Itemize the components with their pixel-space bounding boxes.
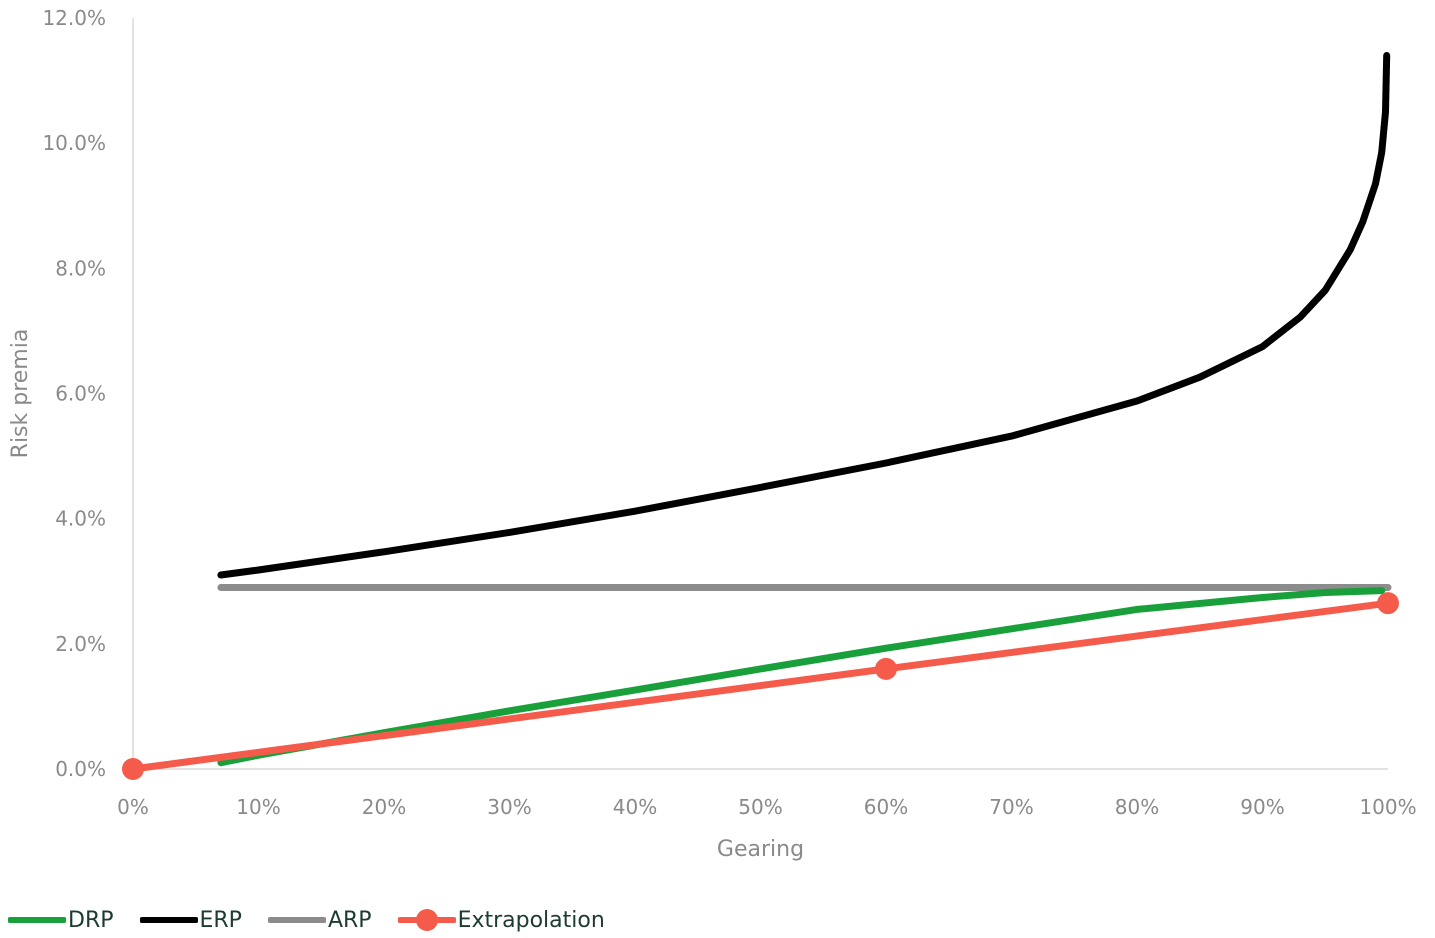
y-tick-label: 2.0% [55, 632, 106, 656]
legend-item-extrapolation: Extrapolation [397, 902, 605, 938]
y-tick-label: 12.0% [42, 6, 106, 30]
legend-swatch-arp [267, 917, 326, 923]
y-axis: 0.0% 2.0% 4.0% 6.0% 8.0% 10.0% 12.0% [42, 6, 134, 781]
legend-label-arp: ARP [327, 907, 372, 933]
y-tick-label: 0.0% [55, 757, 106, 781]
x-tick-label: 100% [1359, 795, 1416, 819]
x-tick-label: 0% [117, 795, 149, 819]
series-layer [122, 52, 1399, 780]
x-tick-label: 70% [989, 795, 1033, 819]
x-tick-label: 80% [1115, 795, 1159, 819]
series-point-extrapolation [122, 758, 144, 780]
legend-item-drp: DRP [8, 902, 114, 938]
y-axis-title: Risk premia [8, 329, 33, 459]
x-axis-title: Gearing [717, 837, 804, 862]
legend-swatch-drp [8, 917, 66, 923]
x-tick-label: 60% [864, 795, 908, 819]
legend-label-erp: ERP [199, 907, 242, 933]
legend-swatch-erp [139, 917, 198, 923]
x-tick-label: 40% [613, 795, 657, 819]
x-tick-label: 50% [738, 795, 782, 819]
series-line-extrapolation [129, 599, 1392, 773]
x-axis: 0% 10% 20% 30% 40% 50% 60% 70% 80% 90% 100% [117, 768, 1417, 819]
x-tick-label: 20% [362, 795, 406, 819]
y-tick-label: 6.0% [55, 382, 106, 406]
x-tick-label: 90% [1240, 795, 1284, 819]
legend-item-erp: ERP [139, 902, 242, 938]
series-point-extrapolation [875, 657, 897, 680]
legend-swatch-extrapolation [397, 909, 456, 931]
chart-legend: DRP ERP ARP Extrapolation [8, 902, 631, 938]
series-line-erp [217, 52, 1391, 579]
y-tick-label: 10.0% [42, 131, 106, 155]
legend-item-arp: ARP [267, 902, 372, 938]
x-tick-label: 10% [236, 795, 280, 819]
x-tick-label: 30% [487, 795, 531, 819]
y-tick-label: 4.0% [55, 507, 106, 531]
series-point-extrapolation [1377, 592, 1399, 615]
legend-label-drp: DRP [68, 907, 114, 933]
y-tick-label: 8.0% [55, 256, 106, 280]
legend-swatch-marker [415, 909, 438, 931]
legend-label-extrapolation: Extrapolation [457, 907, 605, 933]
